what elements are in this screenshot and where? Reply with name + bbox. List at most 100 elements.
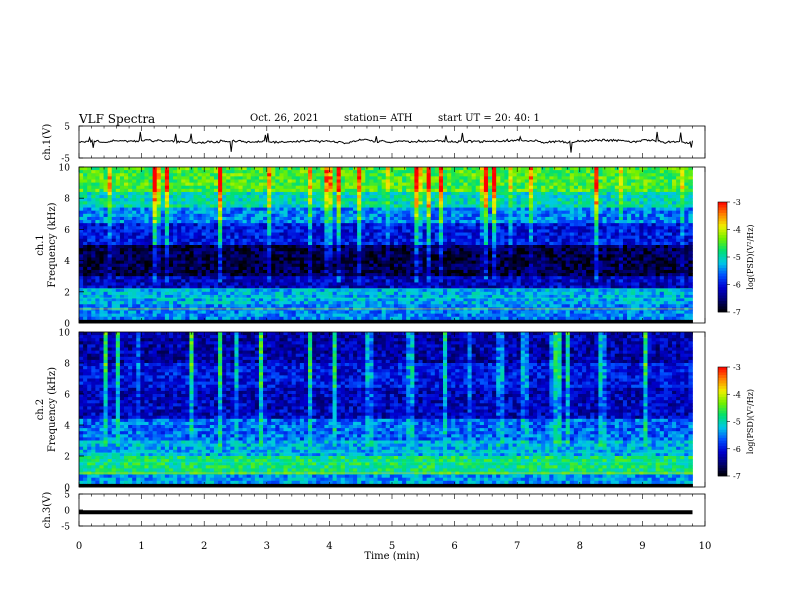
- spectrogram-cell: [504, 207, 509, 212]
- spectrogram-cell: [667, 238, 673, 243]
- spectrogram-cell: [418, 201, 423, 205]
- spectrogram-cell: [279, 266, 284, 271]
- spectrogram-cell: [328, 191, 333, 196]
- spectrogram-cell: [541, 167, 546, 171]
- spectrogram-cell: [324, 266, 329, 271]
- spectrogram-cell: [79, 204, 84, 208]
- spectrogram-cell: [430, 257, 436, 261]
- spectrogram-cell: [631, 263, 636, 268]
- spectrogram-cell: [406, 216, 411, 221]
- spectrogram-cell: [324, 167, 329, 171]
- spectrogram-cell: [438, 182, 444, 187]
- spectrogram-cell: [205, 229, 211, 233]
- spectrogram-cell: [504, 195, 509, 199]
- spectrogram-cell: [398, 210, 403, 215]
- spectrogram-cell: [263, 176, 268, 180]
- spectrogram-cell: [475, 251, 481, 255]
- spectrogram-cell: [218, 266, 223, 271]
- spectrogram-cell: [422, 251, 428, 255]
- spectrogram-cell: [512, 204, 518, 208]
- spectrogram-cell: [577, 226, 583, 230]
- spectrogram-cell: [475, 248, 481, 252]
- spectrogram-cell: [156, 251, 162, 255]
- spectrogram-cell: [299, 182, 305, 187]
- spectrogram-cell: [173, 198, 178, 202]
- spectrogram-cell: [357, 257, 362, 261]
- spectrogram-cell: [173, 213, 178, 218]
- spectrogram-cell: [622, 241, 628, 246]
- spectrogram-cell: [434, 223, 440, 227]
- spectrogram-cell: [455, 195, 460, 199]
- spectrogram-cell: [508, 238, 513, 243]
- spectrogram-cell: [582, 248, 587, 252]
- spectrogram-cell: [479, 223, 485, 227]
- spectrogram-cell: [389, 266, 395, 271]
- spectrogram-cell: [667, 232, 673, 237]
- spectrogram-cell: [144, 254, 149, 258]
- spectrogram-cell: [254, 241, 260, 246]
- spectrogram-cell: [663, 173, 669, 177]
- spectrogram-cell: [119, 179, 125, 183]
- spectrogram-cell: [389, 263, 395, 268]
- spectrogram-cell: [385, 195, 391, 199]
- spectrogram-cell: [308, 229, 313, 233]
- spectrogram-cell: [365, 195, 370, 199]
- spectrogram-cell: [87, 204, 92, 208]
- spectrogram-cell: [336, 257, 342, 261]
- spectrogram-cell: [422, 167, 428, 171]
- spectrogram-cell: [389, 204, 395, 208]
- spectrogram-cell: [508, 248, 513, 252]
- spectrogram-cell: [606, 223, 612, 227]
- spectrogram-cell: [197, 263, 203, 268]
- spectrogram-cell: [132, 223, 137, 227]
- spectrogram-cell: [516, 195, 522, 199]
- spectrogram-cell: [99, 195, 104, 199]
- spectrogram-cell: [414, 198, 419, 202]
- spectrogram-cell: [475, 182, 481, 187]
- spectrogram-cell: [487, 167, 493, 171]
- spectrogram-cell: [332, 201, 338, 205]
- spectrogram-cell: [119, 210, 125, 215]
- spectrogram-cell: [561, 229, 567, 233]
- spectrogram-cell: [369, 204, 374, 208]
- spectrogram-cell: [483, 238, 489, 243]
- spectrogram-cell: [238, 254, 243, 258]
- spectrogram-cell: [295, 251, 301, 255]
- spectrogram-cell: [643, 241, 648, 246]
- spectrogram-cell: [418, 220, 423, 224]
- spectrogram-cell: [594, 238, 599, 243]
- spectrogram-cell: [422, 248, 428, 252]
- spectrogram-cell: [549, 223, 554, 227]
- spectrogram-cell: [520, 213, 526, 218]
- spectrogram-cell: [569, 216, 575, 221]
- spectrogram-cell: [222, 167, 227, 171]
- spectrogram-cell: [459, 251, 464, 255]
- spectrogram-cell: [132, 213, 137, 218]
- spectrogram-cell: [344, 185, 350, 190]
- spectrogram-cell: [627, 241, 632, 246]
- spectrogram-cell: [557, 173, 562, 177]
- spectrogram-cell: [508, 182, 513, 187]
- spectrogram-cell: [647, 251, 652, 255]
- spectrogram-cell: [475, 176, 481, 180]
- spectrogram-cell: [140, 257, 145, 261]
- spectrogram-cell: [451, 210, 456, 215]
- spectrogram-cell: [119, 251, 125, 255]
- spectrogram-cell: [348, 260, 354, 265]
- spectrogram-cell: [684, 257, 689, 261]
- spectrogram-cell: [385, 260, 391, 265]
- spectrogram-cell: [254, 185, 260, 190]
- spectrogram-cell: [610, 188, 616, 193]
- spectrogram-cell: [340, 235, 346, 240]
- spectrogram-cell: [426, 232, 432, 237]
- spectrogram-cell: [512, 179, 518, 183]
- spectrogram-cell: [373, 179, 378, 183]
- spectrogram-cell: [680, 207, 685, 212]
- spectrogram-cell: [201, 198, 207, 202]
- spectrogram-cell: [569, 207, 575, 212]
- spectrogram-cell: [528, 216, 534, 221]
- spectrogram-cell: [181, 235, 186, 240]
- spectrogram-cell: [422, 216, 428, 221]
- spectrogram-cell: [643, 191, 648, 196]
- spectrogram-cell: [528, 185, 534, 190]
